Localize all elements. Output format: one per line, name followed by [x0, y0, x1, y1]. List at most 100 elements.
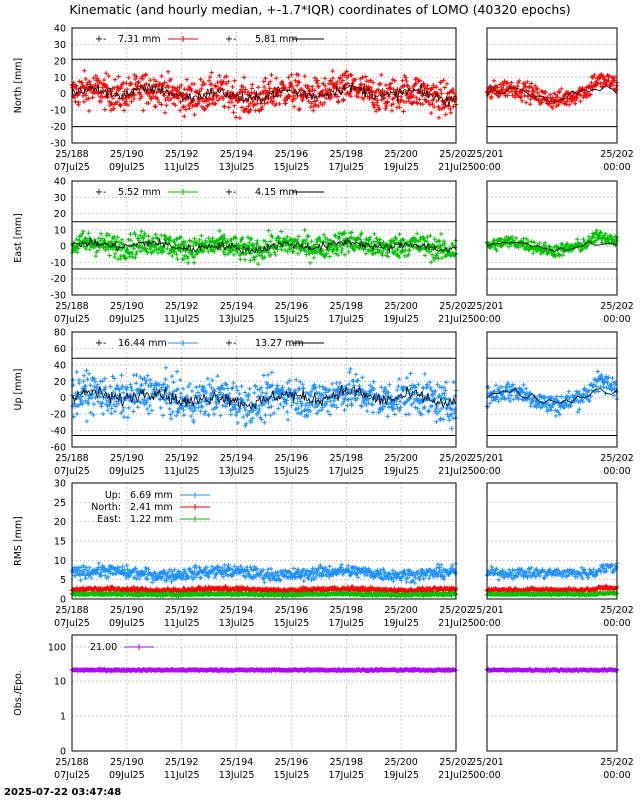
y-tick-label: 40 — [54, 360, 66, 371]
x-tick-label: 15Jul25 — [274, 770, 310, 781]
x-tick-label: 25/190 — [110, 149, 143, 160]
x-tick-label: 25/202 — [439, 757, 472, 768]
x-tick-label: 25/192 — [165, 605, 198, 616]
y-axis-label: RMS [mm] — [13, 516, 24, 566]
y-axis-label: Up [mm] — [13, 369, 24, 411]
y-tick-label: 60 — [54, 344, 66, 355]
legend-entry: +- 5.52 mm — [95, 187, 198, 198]
x-tick-label: 00:00 — [473, 314, 500, 325]
legend-label: 5.81 mm — [255, 34, 298, 45]
legend-label: 6.69 mm — [130, 490, 173, 501]
x-tick-label: 25/190 — [110, 757, 143, 768]
x-tick-label: 25/201 — [470, 301, 503, 312]
y-axis-label: North [mm] — [13, 58, 24, 114]
x-tick-label: 00:00 — [473, 162, 500, 173]
x-tick-label: 19Jul25 — [383, 314, 419, 325]
y-tick-label: 40 — [54, 24, 66, 35]
y-tick-label: -30 — [50, 291, 66, 302]
y-tick-label: 0 — [60, 393, 66, 404]
y-tick-label: 80 — [54, 328, 66, 339]
plot-frame — [71, 634, 457, 752]
y-tick-label: 0 — [60, 747, 66, 758]
legend-sample-marker — [192, 492, 198, 498]
y-axis-label: East [mm] — [13, 213, 24, 262]
x-tick-label: 25/202 — [600, 453, 633, 464]
legend-label: 4.15 mm — [255, 187, 298, 198]
legend-marker-text: +- — [225, 34, 236, 45]
x-tick-label: 25/200 — [384, 605, 417, 616]
legend-marker-text: +- — [95, 34, 106, 45]
x-tick-label: 07Jul25 — [54, 162, 90, 173]
x-tick-label: 25/200 — [384, 757, 417, 768]
footer-timestamp: 2025-07-22 03:47:48 — [4, 787, 122, 798]
y-tick-label: 10 — [54, 677, 66, 688]
legend-entry: East: 1.22 mm — [97, 514, 210, 525]
y-tick-label: 100 — [48, 643, 66, 654]
legend-marker-text: +- — [95, 187, 106, 198]
x-tick-label: 25/196 — [275, 757, 308, 768]
x-tick-label: 07Jul25 — [54, 314, 90, 325]
x-tick-label: 25/190 — [110, 453, 143, 464]
plot-frame — [71, 180, 457, 296]
x-tick-label: 25/194 — [220, 149, 253, 160]
x-tick-label: 15Jul25 — [274, 466, 310, 477]
plot-frame — [486, 27, 618, 144]
x-tick-label: 25/202 — [439, 453, 472, 464]
x-tick-label: 25/194 — [220, 301, 253, 312]
data-point-obs — [69, 666, 459, 674]
x-tick-label: 11Jul25 — [164, 162, 200, 173]
x-tick-label: 25/198 — [330, 605, 363, 616]
x-tick-label: 07Jul25 — [54, 618, 90, 629]
y-tick-label: -60 — [50, 443, 66, 454]
x-tick-label: 00:00 — [473, 466, 500, 477]
y-tick-label: -20 — [50, 122, 66, 133]
x-tick-label: 11Jul25 — [164, 618, 200, 629]
legend-label: 5.52 mm — [118, 187, 161, 198]
legend-entry: North: 2.41 mm — [91, 502, 210, 513]
data-point-rms — [69, 561, 459, 586]
y-tick-label: 30 — [54, 40, 66, 51]
legend-marker-text: +- — [225, 187, 236, 198]
legend-series-name: East: — [97, 514, 121, 525]
x-tick-label: 00:00 — [473, 770, 500, 781]
x-tick-label: 25/200 — [384, 453, 417, 464]
y-tick-label: 30 — [54, 193, 66, 204]
x-tick-label: 25/192 — [165, 301, 198, 312]
y-tick-label: 20 — [54, 517, 66, 528]
legend-sample-marker — [136, 644, 142, 650]
x-tick-label: 15Jul25 — [274, 162, 310, 173]
x-tick-label: 00:00 — [603, 314, 630, 325]
legend-label: 21.00 — [90, 642, 117, 653]
x-tick-label: 00:00 — [603, 466, 630, 477]
panel-east: 40 30 20 10 0 -10 -20 -30 East [mm] 25/188 07Jul25… — [13, 177, 634, 326]
x-tick-label: 19Jul25 — [383, 162, 419, 173]
x-tick-label: 25/196 — [275, 149, 308, 160]
x-tick-label: 25/192 — [165, 149, 198, 160]
x-tick-label: 25/188 — [55, 301, 88, 312]
x-tick-label: 25/198 — [330, 149, 363, 160]
y-tick-label: 20 — [54, 209, 66, 220]
panel-obs: 1001010Obs./Epo.25/18807Jul2525/19009Jul… — [13, 634, 634, 781]
x-tick-label: 25/188 — [55, 453, 88, 464]
median-line — [486, 85, 618, 103]
data-point-east-zoom — [484, 228, 620, 259]
x-tick-label: 25/202 — [600, 149, 633, 160]
x-tick-label: 07Jul25 — [54, 770, 90, 781]
y-tick-label: -10 — [50, 106, 66, 117]
x-tick-label: 07Jul25 — [54, 466, 90, 477]
y-tick-label: 20 — [54, 56, 66, 67]
x-tick-label: 00:00 — [473, 618, 500, 629]
x-tick-label: 25/196 — [275, 453, 308, 464]
x-tick-label: 25/202 — [600, 301, 633, 312]
legend-label: 13.27 mm — [255, 338, 304, 349]
median-line — [486, 387, 618, 404]
legend-marker-text: +- — [95, 338, 106, 349]
legend-series-name: North: — [91, 502, 121, 513]
x-tick-label: 25/202 — [439, 301, 472, 312]
x-tick-label: 25/194 — [220, 757, 253, 768]
x-tick-label: 25/198 — [330, 757, 363, 768]
x-tick-label: 11Jul25 — [164, 770, 200, 781]
legend-sample-marker — [192, 504, 198, 510]
legend-entry: Up: 6.69 mm — [105, 490, 210, 501]
